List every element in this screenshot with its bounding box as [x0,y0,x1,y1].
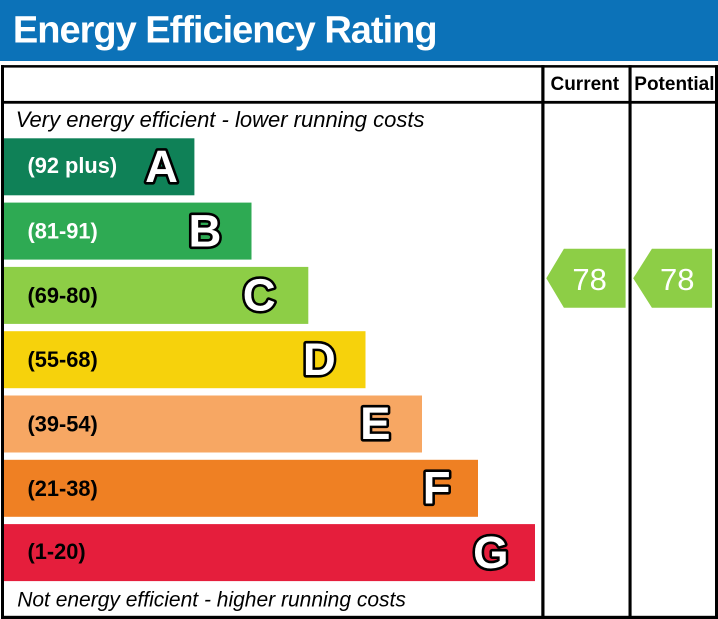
svg-text:(92 plus): (92 plus) [28,153,118,178]
svg-text:Very energy efficient - lower: Very energy efficient - lower running co… [16,107,425,132]
svg-text:(39-54): (39-54) [28,412,98,437]
svg-text:(21-38): (21-38) [28,476,98,501]
svg-text:(55-68): (55-68) [28,347,98,372]
svg-text:(81-91): (81-91) [28,219,98,244]
svg-text:E: E [360,398,390,449]
svg-text:(69-80): (69-80) [28,283,98,308]
svg-text:D: D [303,334,336,385]
svg-text:Not energy efficient - higher: Not energy efficient - higher running co… [17,588,406,611]
svg-text:Current: Current [550,74,619,95]
svg-text:C: C [243,270,276,321]
svg-text:B: B [188,205,221,256]
svg-text:A: A [145,141,178,192]
svg-text:78: 78 [660,262,694,297]
svg-text:G: G [473,527,508,578]
svg-text:78: 78 [572,262,606,297]
svg-text:Energy Efficiency Rating: Energy Efficiency Rating [13,10,437,52]
svg-text:(1-20): (1-20) [28,539,86,564]
svg-text:Potential: Potential [634,74,714,95]
svg-text:F: F [423,463,451,514]
